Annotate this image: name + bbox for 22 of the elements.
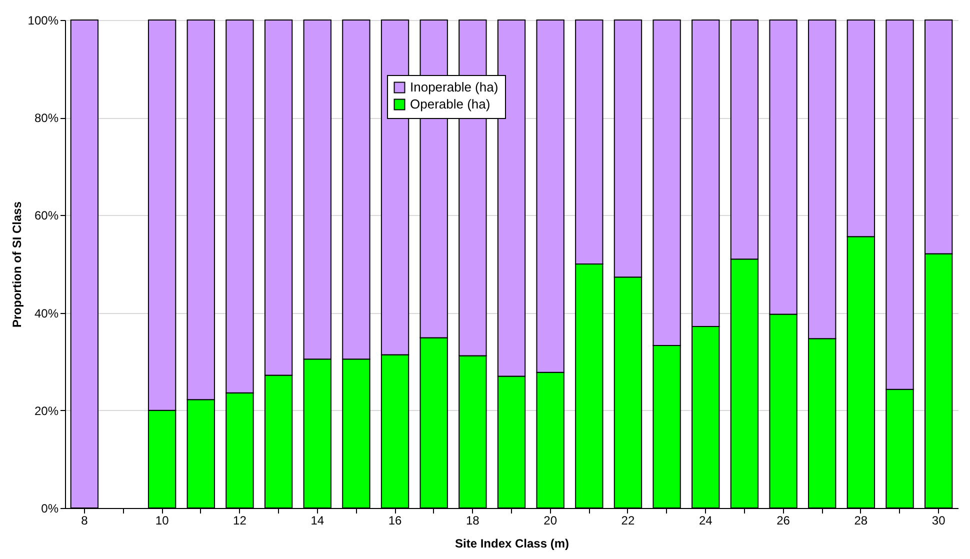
legend-label: Inoperable (ha) — [410, 80, 498, 94]
x-tick-label: 8 — [81, 514, 88, 528]
y-axis-title: Proportion of SI Class — [10, 201, 24, 328]
x-tick-label: 28 — [854, 514, 868, 528]
x-axis-title: Site Index Class (m) — [454, 536, 570, 550]
x-tick-label: 16 — [388, 514, 402, 528]
legend-label: Operable (ha) — [410, 96, 490, 112]
y-tick-label: 60% — [34, 208, 59, 223]
x-tick-label: 10 — [155, 514, 170, 528]
y-tick-label: 20% — [34, 404, 59, 418]
x-tick-label: 26 — [776, 514, 790, 528]
y-tick-label: 80% — [34, 111, 59, 126]
x-tick-label: 12 — [233, 514, 247, 528]
y-tick-label: 40% — [34, 306, 59, 320]
x-tick-label: 14 — [310, 514, 324, 528]
x-tick-label: 22 — [621, 514, 635, 528]
y-tick-label: 0% — [41, 502, 59, 516]
x-tick-label: 18 — [466, 514, 480, 528]
x-tick-label: 20 — [544, 514, 558, 528]
y-tick-label: 100% — [28, 14, 59, 28]
x-tick-label: 30 — [932, 514, 946, 528]
x-tick-label: 24 — [698, 514, 713, 528]
